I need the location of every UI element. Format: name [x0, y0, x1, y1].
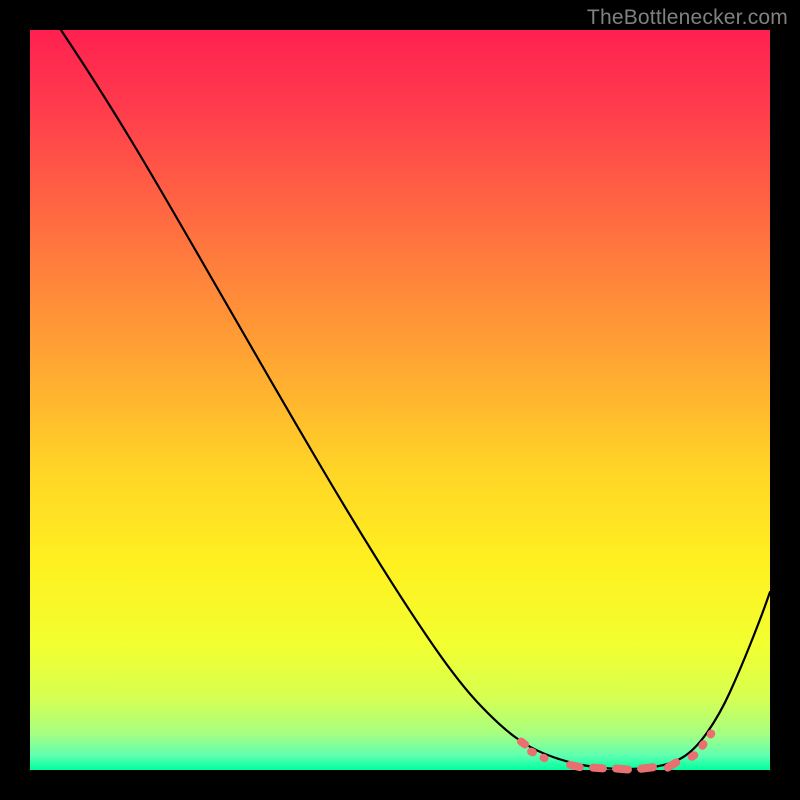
chart-canvas: TheBottlenecker.com	[0, 0, 800, 800]
watermark-text: TheBottlenecker.com	[587, 6, 788, 30]
data-marker	[612, 764, 633, 773]
data-marker	[589, 763, 608, 772]
gradient-background	[30, 30, 770, 770]
chart-svg	[0, 0, 800, 800]
